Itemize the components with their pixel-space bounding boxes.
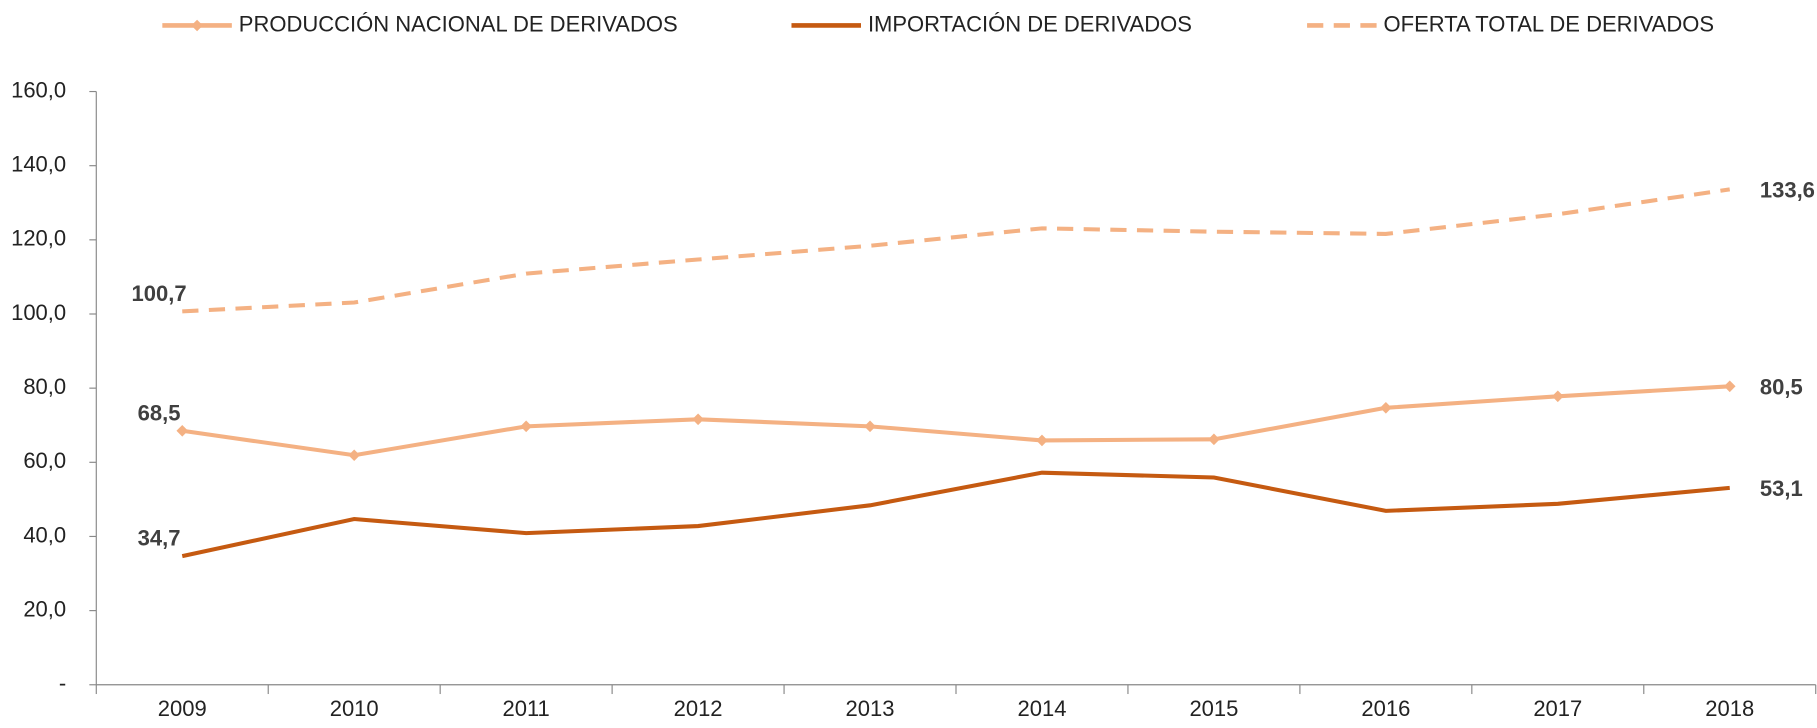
point-marker (176, 424, 189, 437)
data-label: 34,7 (138, 526, 181, 551)
legend-label: OFERTA TOTAL DE DERIVADOS (1384, 11, 1714, 36)
point-marker (1552, 390, 1564, 403)
y-tick-label: - (59, 671, 66, 696)
y-tick-label: 160,0 (11, 77, 66, 102)
legend-marker (191, 19, 203, 32)
x-tick-label: 2014 (1018, 696, 1067, 721)
x-tick-label: 2013 (846, 696, 895, 721)
y-tick-label: 80,0 (23, 374, 66, 399)
data-label: 68,5 (138, 400, 181, 425)
y-tick-label: 120,0 (11, 226, 66, 251)
x-tick-label: 2010 (330, 696, 379, 721)
x-tick-label: 2015 (1189, 696, 1238, 721)
series-line (182, 187, 1731, 314)
point-marker (692, 413, 704, 426)
data-label: 53,1 (1760, 476, 1803, 501)
x-tick-label: 2017 (1533, 696, 1582, 721)
y-tick-label: 100,0 (11, 300, 66, 325)
y-tick-label: 140,0 (11, 152, 66, 177)
x-tick-label: 2012 (674, 696, 723, 721)
y-tick-label: 20,0 (23, 596, 66, 621)
point-marker (348, 449, 360, 462)
point-marker (864, 420, 876, 433)
legend-label: PRODUCCIÓN NACIONAL DE DERIVADOS (239, 11, 678, 36)
x-tick-label: 2016 (1361, 696, 1410, 721)
data-label: 80,5 (1760, 374, 1803, 399)
y-tick-label: 40,0 (23, 522, 66, 547)
point-marker (1036, 434, 1048, 447)
y-tick-label: 60,0 (23, 448, 66, 473)
point-marker (1723, 380, 1736, 393)
x-tick-label: 2009 (158, 696, 207, 721)
x-tick-label: 2011 (502, 696, 549, 721)
x-tick-label: 2018 (1705, 696, 1754, 721)
series-line (181, 470, 1730, 559)
point-marker (520, 420, 532, 433)
legend-label: IMPORTACIÓN DE DERIVADOS (868, 11, 1192, 36)
data-label: 100,7 (132, 281, 187, 306)
series-line (181, 384, 1730, 458)
data-label: 133,6 (1760, 178, 1815, 203)
point-marker (1208, 433, 1220, 446)
point-marker (1380, 402, 1392, 414)
